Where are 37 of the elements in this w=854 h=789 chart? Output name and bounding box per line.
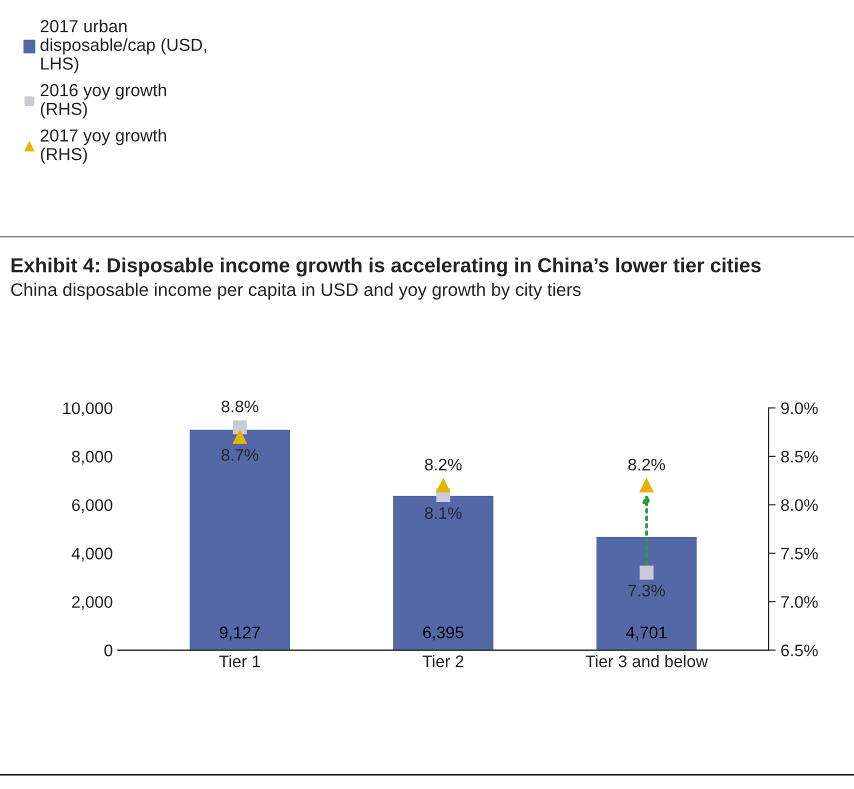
data-label: 4,701 — [626, 626, 667, 640]
y-tick-label: 0 — [104, 644, 112, 656]
x-tick-label: Tier 2 — [422, 654, 464, 668]
x-tick-label: Tier 3 and below — [586, 654, 708, 668]
legend-label: 2017 urban disposable/cap (USD, LHS) — [40, 20, 206, 74]
point — [232, 430, 247, 444]
legend-label: 2016 yoy growth (RHS) — [40, 84, 166, 118]
data-label: 6,395 — [423, 626, 464, 640]
data-label: 8.2% — [628, 458, 665, 471]
data-label: 8.1% — [424, 507, 462, 519]
chart-title: Exhibit 4: Disposable income growth is accelerating in China’s lower tier cities — [12, 258, 761, 276]
y2-tick-label: 9.0% — [781, 402, 818, 414]
bar — [595, 536, 698, 650]
point — [232, 420, 247, 434]
data-label: 8.2% — [424, 458, 462, 471]
y-tick-label: 4,000 — [72, 548, 112, 562]
point — [640, 478, 654, 492]
data-label: 8.8% — [222, 400, 258, 412]
chart-subtitle: China disposable income per capita in USD and yoy growth by city tiers — [11, 282, 581, 300]
y2-tick-label: 8.0% — [781, 499, 818, 512]
x-tick-label: Tier 1 — [219, 654, 260, 668]
data-label: 7.3% — [628, 584, 665, 596]
bar — [392, 494, 495, 650]
y2-tick-label: 8.5% — [781, 450, 818, 463]
y-tick-label: 6,000 — [72, 499, 112, 513]
y-tick-label: 8,000 — [72, 450, 112, 465]
data-label: 8.7% — [222, 449, 258, 461]
bar — [188, 428, 292, 650]
y-tick-label: 2,000 — [72, 596, 112, 610]
point — [640, 566, 654, 580]
point — [436, 478, 450, 492]
y-tick-label: 10,000 — [63, 402, 112, 416]
y2-tick-label: 6.5% — [781, 644, 818, 656]
y2-tick-label: 7.0% — [781, 596, 818, 608]
legend-label: 2017 yoy growth (RHS) — [40, 128, 166, 164]
data-label: 9,127 — [220, 626, 260, 640]
y2-tick-label: 7.5% — [781, 548, 818, 560]
